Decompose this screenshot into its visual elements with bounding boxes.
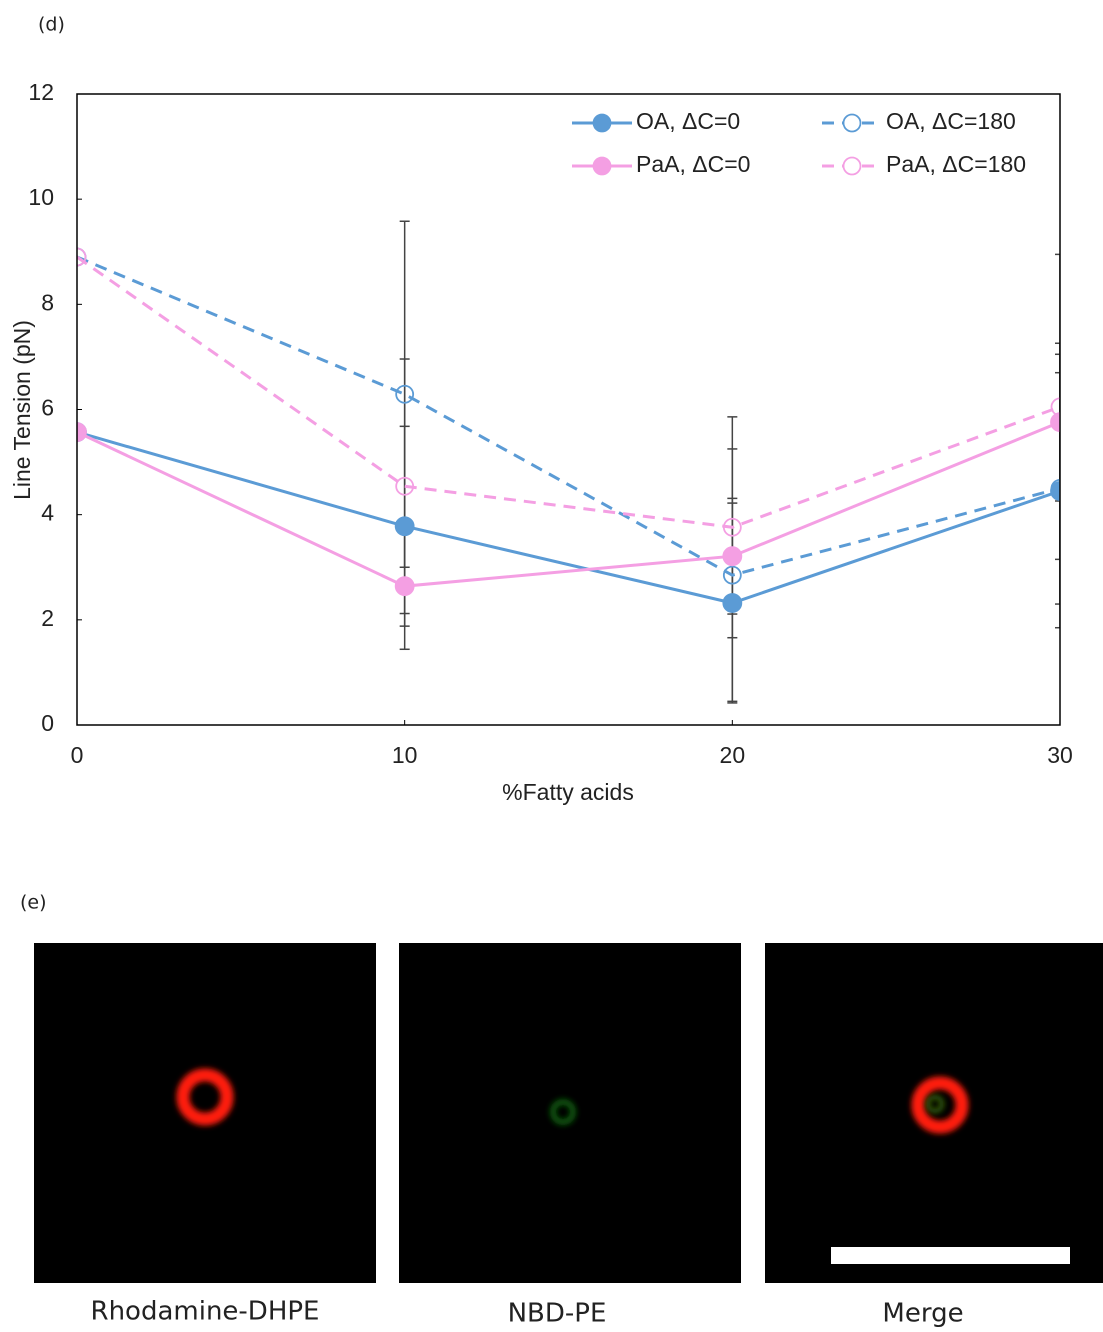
data-point xyxy=(394,516,415,537)
data-point xyxy=(1050,397,1060,417)
legend-marker xyxy=(842,113,862,133)
vesicle xyxy=(550,1099,576,1125)
x-tick-label: 20 xyxy=(720,742,746,768)
data-point xyxy=(722,517,742,537)
image-caption: NBD-PE xyxy=(508,1299,607,1329)
panel-label: (e) xyxy=(20,892,47,914)
series-line xyxy=(77,420,1060,588)
micrographs xyxy=(34,943,1103,1283)
data-point xyxy=(395,476,415,496)
scale-bar xyxy=(831,1247,1070,1264)
legend-marker xyxy=(842,156,862,176)
data-point xyxy=(722,565,742,585)
x-tick-label: 0 xyxy=(71,742,84,768)
error-bar xyxy=(1055,371,1060,605)
legend-label: PaA, ΔC=180 xyxy=(886,151,1026,177)
series-line xyxy=(77,255,1060,529)
vesicle xyxy=(911,1076,969,1134)
y-tick-label: 10 xyxy=(28,184,54,210)
legend-marker xyxy=(592,156,612,176)
y-axis-label: Line Tension (pN) xyxy=(9,320,35,500)
image-caption: Rhodamine-DHPE xyxy=(91,1297,320,1327)
legend-item: PaA, ΔC=0 xyxy=(572,151,750,177)
legend-label: OA, ΔC=180 xyxy=(886,108,1016,134)
error-bar xyxy=(1055,253,1060,561)
y-tick-label: 6 xyxy=(41,395,54,421)
series-line xyxy=(77,430,1060,605)
x-axis-label: %Fatty acids xyxy=(502,779,634,805)
vesicle xyxy=(926,1095,944,1113)
y-tick-label: 12 xyxy=(28,79,54,105)
data-point xyxy=(77,422,87,443)
image-caption: Merge xyxy=(882,1299,963,1329)
data-point xyxy=(722,546,743,567)
legend-label: OA, ΔC=0 xyxy=(636,108,740,134)
plot-area xyxy=(77,220,1060,704)
y-tick-label: 4 xyxy=(41,500,54,526)
plot-frame xyxy=(76,93,1061,726)
y-tick-label: 8 xyxy=(41,289,54,315)
legend-item: OA, ΔC=180 xyxy=(822,108,1016,134)
x-tick-label: 10 xyxy=(392,742,418,768)
y-tick-label: 0 xyxy=(41,710,54,736)
error-bar xyxy=(1055,353,1060,629)
data-point xyxy=(395,384,415,404)
vesicle xyxy=(176,1068,234,1126)
x-tick-label: 30 xyxy=(1047,742,1073,768)
data-point xyxy=(77,247,87,267)
legend-label: PaA, ΔC=0 xyxy=(636,151,750,177)
chart: 0 2 4 6 8 10 12 0 10 20 30 OA, ΔC=0 PaA, ΔC=0 OA, ΔC=… xyxy=(28,79,1072,768)
legend-item: OA, ΔC=0 xyxy=(572,108,740,134)
data-point xyxy=(722,593,743,613)
data-point xyxy=(394,576,415,597)
error-bar xyxy=(1055,342,1060,502)
y-tick-label: 2 xyxy=(41,605,54,631)
panel-label: (d) xyxy=(38,14,65,36)
image-panel xyxy=(765,943,1103,1283)
data-point xyxy=(1050,412,1060,433)
legend-item: PaA, ΔC=180 xyxy=(822,151,1026,177)
error-bar xyxy=(399,358,410,615)
series-line xyxy=(77,255,1060,577)
data-point xyxy=(1050,478,1060,498)
legend-marker xyxy=(592,113,612,133)
